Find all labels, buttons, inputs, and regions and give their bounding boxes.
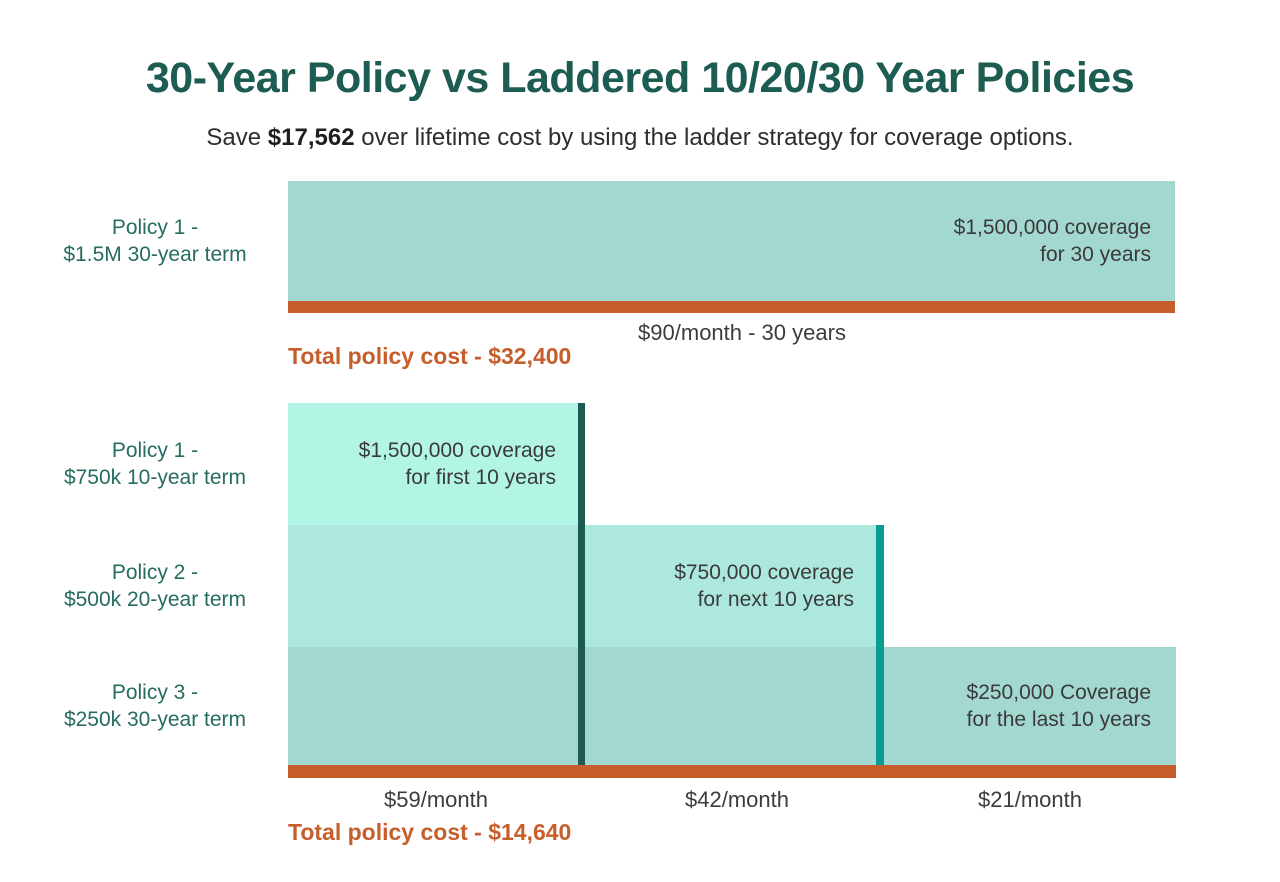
ladder-policy1-annotation: $1,500,000 coverage for first 10 years <box>359 437 556 491</box>
ladder-policy1-coverage-line2: for first 10 years <box>405 466 556 489</box>
ladder-policy1-monthly-cost: $59/month <box>384 787 488 812</box>
ladder-policy1-coverage-line1: $1,500,000 coverage <box>358 439 556 462</box>
ladder-policy1-label: Policy 1 - $750k 10-year term <box>40 403 270 525</box>
ladder-policy3-label-line2: $250k 30-year term <box>63 708 247 731</box>
subtitle-prefix: Save <box>206 124 268 151</box>
single-policy-bar: $1,500,000 coverage for 30 years <box>288 181 1175 301</box>
ladder-policy1-label-line2: $750k 10-year term <box>63 466 247 489</box>
single-policy-label-line1: Policy 1 - <box>111 216 199 239</box>
ladder-policy2-label-line1: Policy 2 - <box>111 561 199 584</box>
single-policy-total-cost: Total policy cost - $32,400 <box>288 343 572 369</box>
ladder-policy3-monthly-cost: $21/month <box>978 787 1082 812</box>
single-policy-coverage-line1: $1,500,000 coverage <box>953 216 1151 239</box>
ladder-policy2-coverage-line2: for next 10 years <box>697 588 854 611</box>
single-policy-label-line2: $1.5M 30-year term <box>63 243 247 266</box>
ladder-policy2-label-line2: $500k 20-year term <box>63 588 247 611</box>
single-policy-label: Policy 1 - $1.5M 30-year term <box>40 181 270 301</box>
ladder-20-year-divider-line <box>876 525 884 765</box>
ladder-policy3-coverage-line2: for the last 10 years <box>966 708 1151 731</box>
single-policy-bar-annotation: $1,500,000 coverage for 30 years <box>954 214 1151 268</box>
ladder-total-cost: Total policy cost - $14,640 <box>288 819 572 845</box>
ladder-policy2-label: Policy 2 - $500k 20-year term <box>40 525 270 647</box>
ladder-policy2-coverage-line1: $750,000 coverage <box>674 561 854 584</box>
ladder-policy3-bar-segment: $250,000 Coverage for the last 10 years <box>288 647 1176 765</box>
ladder-policy3-annotation: $250,000 Coverage for the last 10 years <box>967 679 1151 733</box>
ladder-policy3-label: Policy 3 - $250k 30-year term <box>40 647 270 765</box>
ladder-baseline-bar <box>288 765 1176 778</box>
single-policy-monthly-cost: $90/month - 30 years <box>638 320 846 345</box>
subtitle-suffix: over lifetime cost by using the ladder s… <box>354 124 1074 151</box>
ladder-policy3-coverage-line1: $250,000 Coverage <box>966 681 1151 704</box>
ladder-policy3-label-line1: Policy 3 - <box>111 681 199 704</box>
ladder-policy1-label-line1: Policy 1 - <box>111 439 199 462</box>
subtitle-savings-amount: $17,562 <box>267 124 355 151</box>
single-policy-baseline-bar <box>288 301 1175 313</box>
page-title: 30-Year Policy vs Laddered 10/20/30 Year… <box>145 54 1135 102</box>
single-policy-coverage-line2: for 30 years <box>1040 243 1151 266</box>
subtitle: Save $17,562 over lifetime cost by using… <box>0 124 1280 152</box>
ladder-policy1-bar-segment: $1,500,000 coverage for first 10 years <box>288 403 578 525</box>
ladder-10-year-divider-line <box>578 403 585 765</box>
ladder-policy2-monthly-cost: $42/month <box>685 787 789 812</box>
ladder-policy2-annotation: $750,000 coverage for next 10 years <box>674 559 854 613</box>
